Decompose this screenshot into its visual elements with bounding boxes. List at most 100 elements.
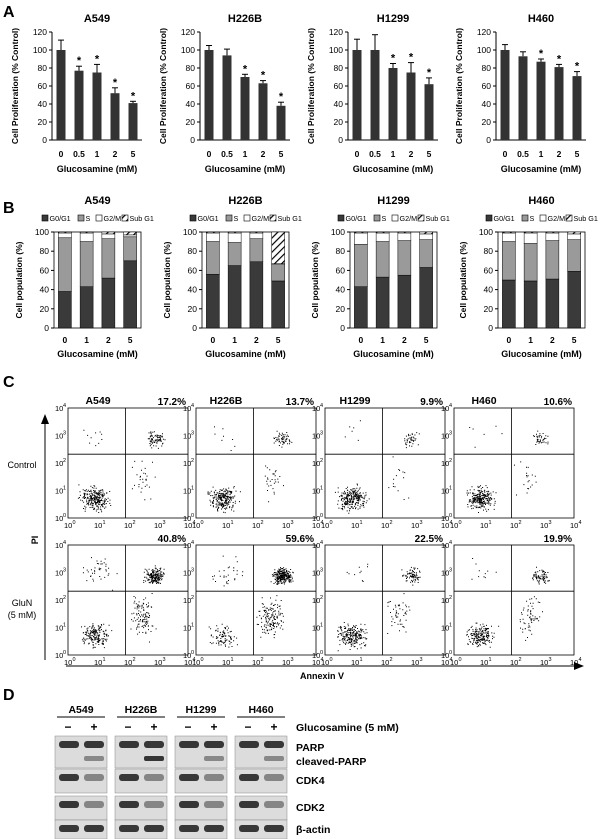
bar [424,84,434,140]
panel-label-c: C [3,374,15,391]
x-tick-label: 0 [59,149,64,159]
y-tick-label: 40 [484,285,494,295]
y-tick-label: 10 [55,596,63,605]
lane-sign: − [64,720,71,734]
x-tick-exponent: 1 [489,520,492,526]
y-tick-exponent: 0 [191,513,194,519]
band-label: CDK4 [296,775,325,787]
x-tick-label: 10 [441,521,449,530]
stacked-bar-segment [58,237,72,292]
y-tick-exponent: 1 [191,623,194,629]
blot-column-title: A549 [68,704,93,716]
legend-label: S [86,214,91,223]
cleaved-band [144,756,164,761]
y-tick-label: 60 [186,81,196,91]
x-tick-label: 10 [570,658,578,667]
chart-title: H226B [228,13,262,25]
y-tick-label: 100 [329,45,343,55]
y-tick-exponent: 0 [449,513,452,519]
significance-marker: * [77,55,82,67]
y-tick-label: 120 [477,27,491,37]
chart-title: H1299 [377,13,409,25]
y-tick-label: 40 [186,99,196,109]
x-tick-label: 1 [95,149,100,159]
x-tick-label: 2 [550,335,555,345]
y-tick-label: 10 [441,459,449,468]
x-tick-label: 10 [450,521,458,530]
dot-plot: 10 010 010 110 110 210 210 310 310 410 4 9.9% [312,397,453,530]
chart-title: A549 [84,13,110,25]
legend-swatch [77,214,85,222]
lane-sign: + [210,720,217,734]
lane-sign: + [150,720,157,734]
significance-marker: * [557,53,562,65]
x-tick-label: 10 [282,658,290,667]
y-axis-label: Cell Proliferation (% Control) [10,28,20,144]
x-axis-label: Glucosamine (mM) [353,164,434,174]
protein-band [144,741,164,748]
panel-label-b: B [3,200,15,217]
protein-band [119,741,139,748]
x-tick-label: 10 [64,521,72,530]
y-tick-exponent: 1 [320,486,323,492]
stacked-bar-segment [545,278,560,329]
x-tick-label: 0 [207,149,212,159]
legend-label: G2/M [104,214,122,223]
y-tick-label: 10 [312,569,320,578]
y-tick-label: 20 [484,304,494,314]
stacked-bar-segment [227,265,242,329]
legend-swatch [539,214,547,222]
stacked-bar-segment [397,240,412,276]
x-tick-label: 0 [211,335,216,345]
y-tick-exponent: 0 [191,650,194,656]
y-tick-exponent: 0 [63,513,66,519]
x-tick-label: 0.5 [73,149,85,159]
band-label: PARP [296,742,324,754]
y-tick-exponent: 3 [191,431,194,437]
x-tick-label: 10 [192,521,200,530]
blot-strip [234,735,288,769]
chart-title: H460 [528,195,554,207]
stacked-bar-segment [227,231,242,234]
x-tick-exponent: 1 [231,520,234,526]
blot-strip [234,795,288,821]
legend-label: G2/M [400,214,418,223]
y-tick-label: 10 [312,651,320,660]
y-tick-label: 10 [183,596,191,605]
x-tick-label: 10 [570,521,578,530]
bar [518,56,528,140]
apoptosis-percentage: 19.9% [544,534,572,545]
y-tick-label: 10 [183,432,191,441]
protein-band [179,801,199,808]
x-tick-label: 2 [113,149,118,159]
plot-frame [201,231,290,329]
y-tick-label: 20 [186,117,196,127]
row-label-glun: GluN [12,598,33,608]
y-tick-label: 10 [441,432,449,441]
x-tick-label: 10 [381,658,389,667]
x-tick-exponent: 4 [579,520,582,526]
annexin-axis-label: Annexin V [300,671,344,681]
x-tick-exponent: 3 [549,657,552,663]
bar [92,72,102,140]
x-tick-label: 10 [411,658,419,667]
x-tick-label: 1 [84,335,89,345]
y-tick-label: 80 [484,246,494,256]
y-tick-label: 10 [183,487,191,496]
bar [276,105,286,140]
x-tick-label: 0.5 [221,149,233,159]
y-tick-exponent: 2 [320,458,323,464]
x-axis-label: Glucosamine (mM) [205,164,286,174]
y-tick-label: 10 [441,569,449,578]
stacked-bar-segment [249,261,264,329]
apoptosis-percentage: 13.7% [286,397,314,408]
stacked-bar-segment [419,233,433,240]
blot-strip [114,735,168,769]
y-tick-exponent: 4 [191,540,194,546]
legend-swatch [521,214,529,222]
y-tick-label: 20 [336,304,346,314]
x-tick-exponent: 4 [450,520,453,526]
blot-strip [234,819,288,839]
